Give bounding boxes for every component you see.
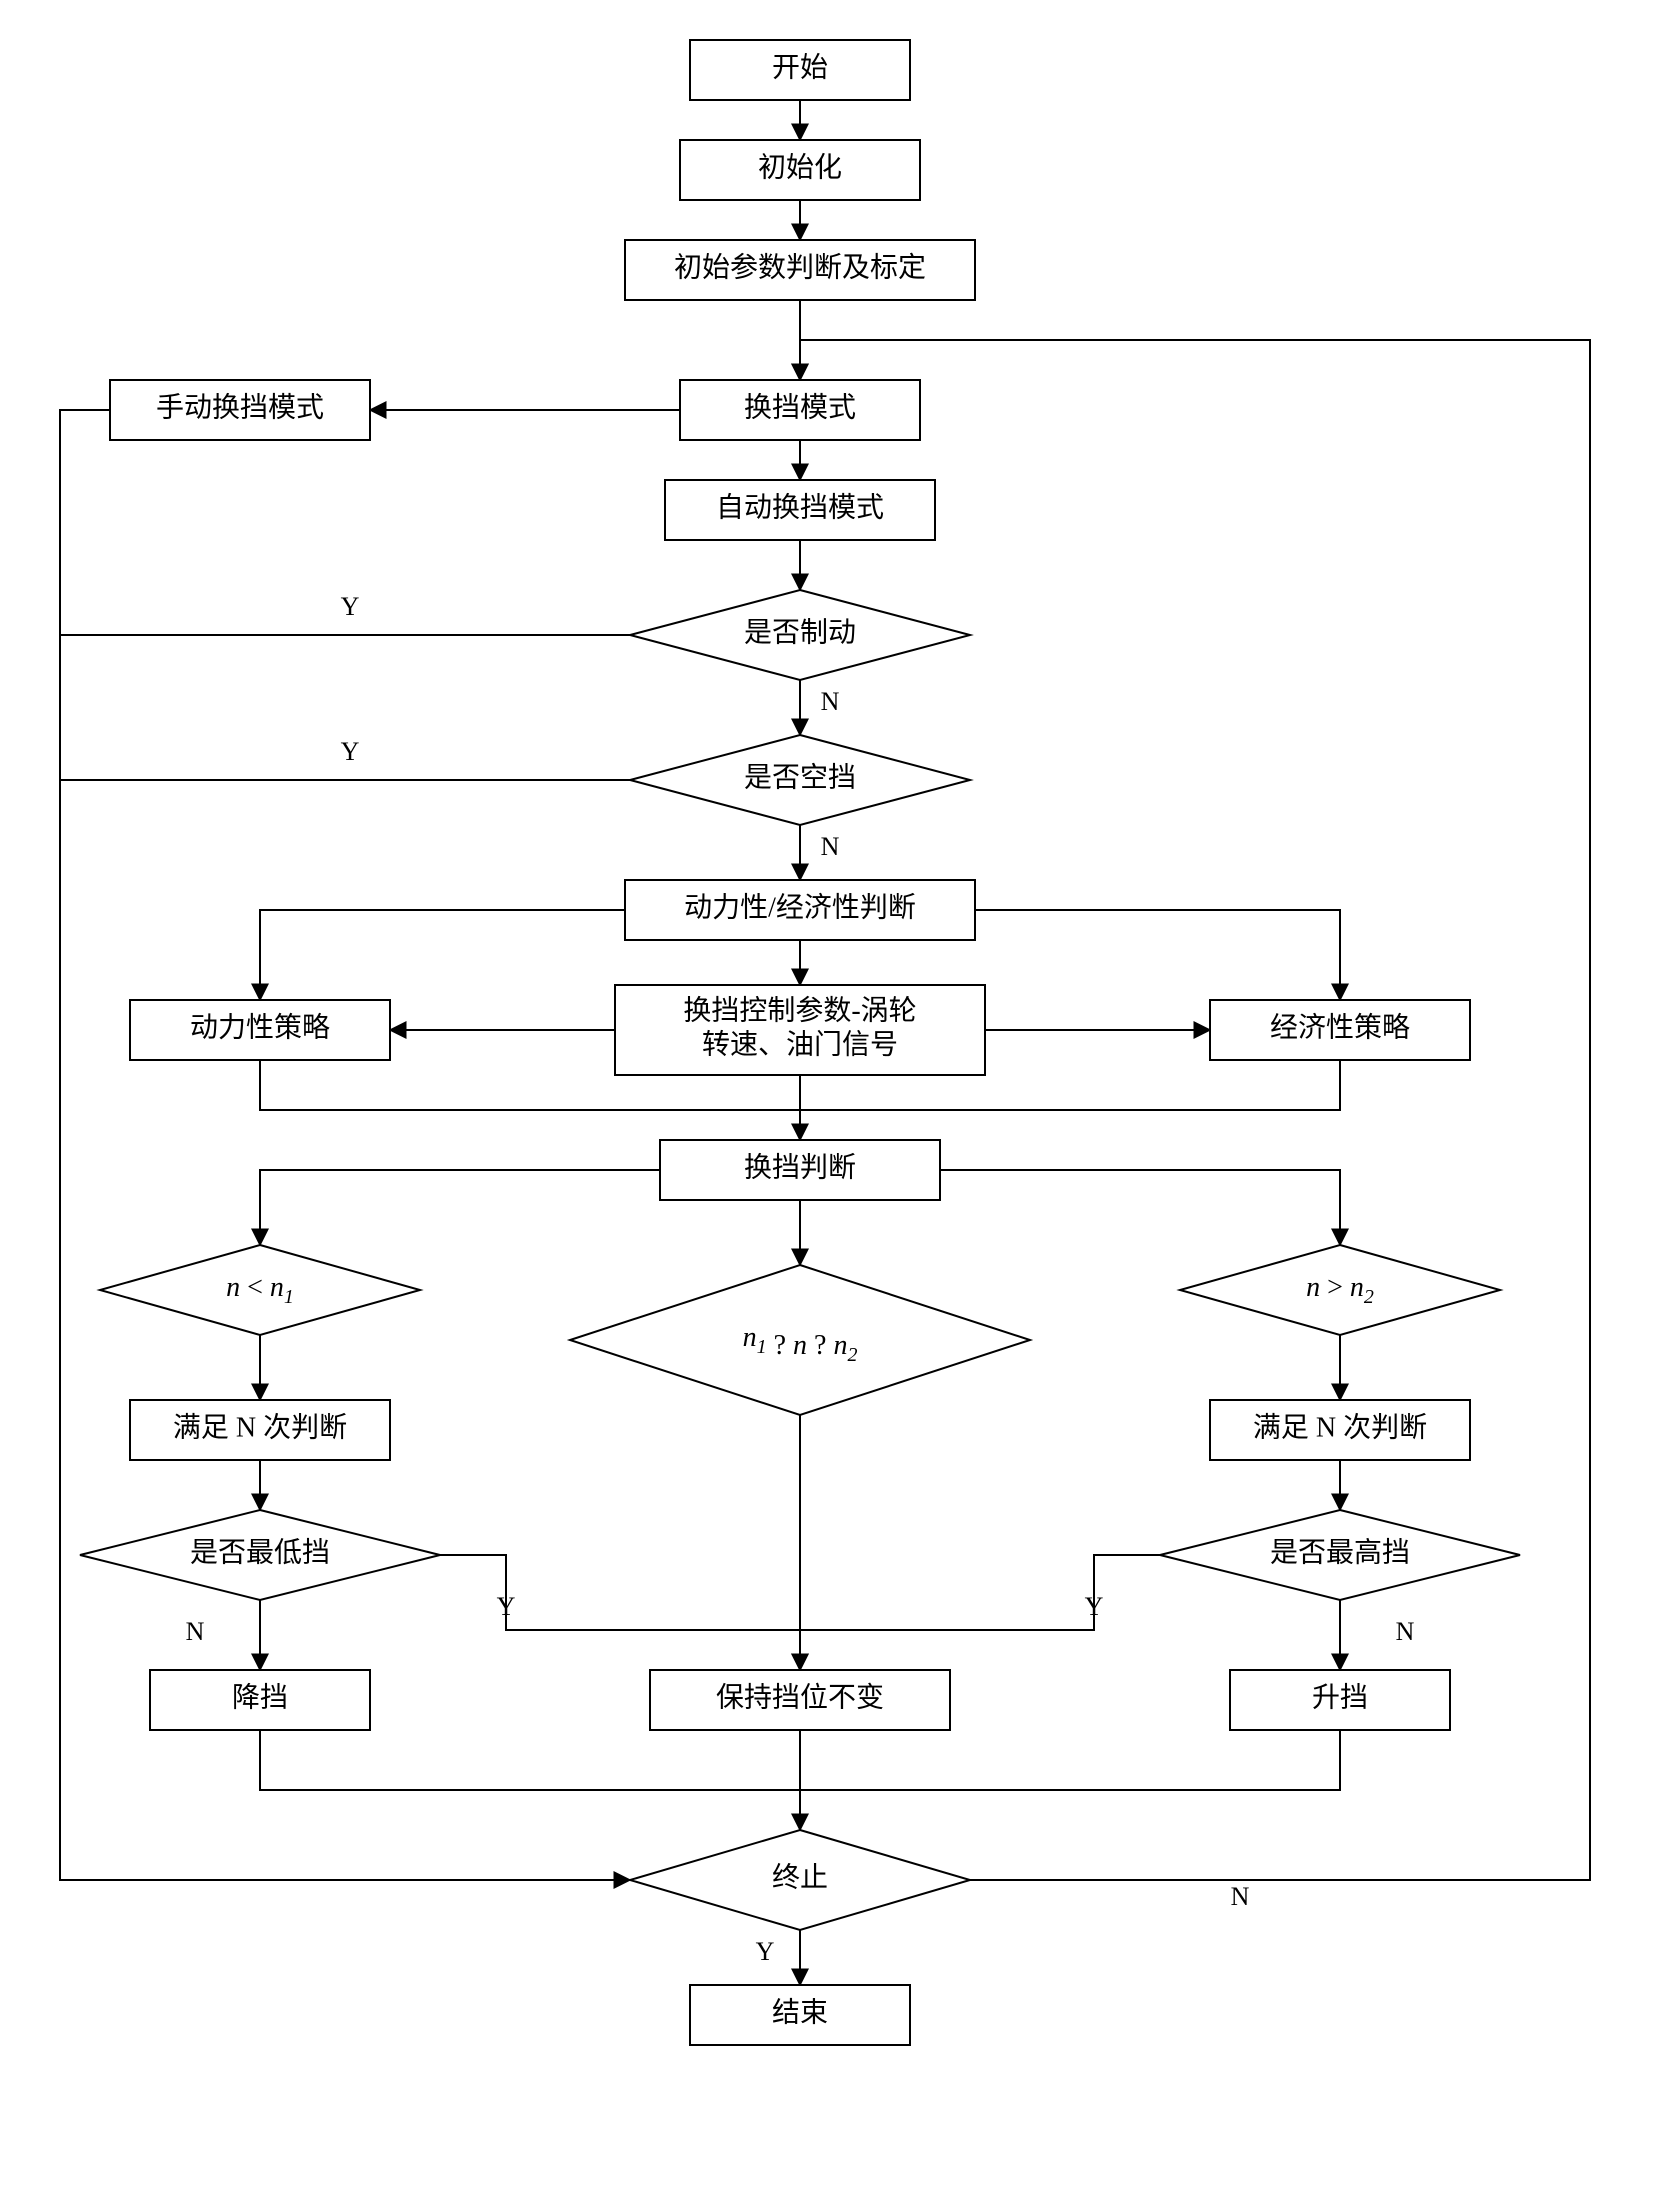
edge-label: Y: [341, 737, 360, 766]
node-islowest-label: 是否最低挡: [190, 1536, 330, 1568]
node-isbrake-label: 是否制动: [744, 616, 856, 648]
node-ntimes_r-label: 满足 N 次判断: [1253, 1411, 1427, 1443]
node-init-label: 初始化: [758, 151, 842, 183]
node-automode-label: 自动换挡模式: [716, 491, 884, 523]
edge-manualmode-terminate_loop: [60, 410, 630, 1880]
edge-label: Y: [497, 1592, 516, 1621]
node-cmp_gt-label: n > n2: [1306, 1272, 1374, 1307]
edge-label: N: [186, 1617, 205, 1646]
edge-shiftjudge-cmp_lt_branch: [260, 1170, 660, 1245]
edge-downshift-merge2: [260, 1730, 800, 1790]
node-terminate-label: 终止: [772, 1861, 828, 1893]
edge-label: Y: [341, 592, 360, 621]
node-powerstrat-label: 动力性策略: [190, 1011, 330, 1043]
node-downshift-label: 降挡: [232, 1681, 288, 1713]
node-ctrlparams-label-line: 换挡控制参数-涡轮: [683, 994, 916, 1026]
node-shiftmode-label: 换挡模式: [744, 391, 856, 423]
node-ctrlparams-label-line: 转速、油门信号: [702, 1028, 898, 1060]
edge-shiftjudge-cmp_gt_branch: [940, 1170, 1340, 1245]
edge-islowest-keepgear_l: [440, 1555, 800, 1670]
node-initparam-label: 初始参数判断及标定: [674, 251, 926, 283]
edge-label: Y: [756, 1937, 775, 1966]
edge-label: N: [821, 832, 840, 861]
node-start-label: 开始: [772, 51, 828, 83]
node-upshift-label: 升挡: [1312, 1681, 1368, 1713]
node-isneutral-label: 是否空挡: [744, 761, 856, 793]
node-econstrat-label: 经济性策略: [1270, 1011, 1410, 1043]
node-manualmode-label: 手动换挡模式: [156, 391, 324, 423]
node-ntimes_l-label: 满足 N 次判断: [173, 1411, 347, 1443]
edge-label: N: [821, 687, 840, 716]
edge-label: N: [1396, 1617, 1415, 1646]
node-powerecon-label: 动力性/经济性判断: [684, 891, 916, 923]
edge-powerecon-powerstrat_branch: [260, 910, 625, 1000]
edge-ishighest-keepgear_r: [800, 1555, 1160, 1630]
edge-label: Y: [1085, 1592, 1104, 1621]
node-end-label: 结束: [772, 1996, 828, 2028]
node-shiftjudge-label: 换挡判断: [744, 1151, 856, 1183]
edge-label: N: [1231, 1882, 1250, 1911]
edge-powerecon-econstrat_branch: [975, 910, 1340, 1000]
node-keepgear-label: 保持挡位不变: [716, 1681, 884, 1713]
edge-upshift-merge2b: [800, 1730, 1340, 1790]
node-cmp_lt-label: n < n1: [226, 1272, 294, 1307]
node-ishighest-label: 是否最高挡: [1270, 1536, 1410, 1568]
